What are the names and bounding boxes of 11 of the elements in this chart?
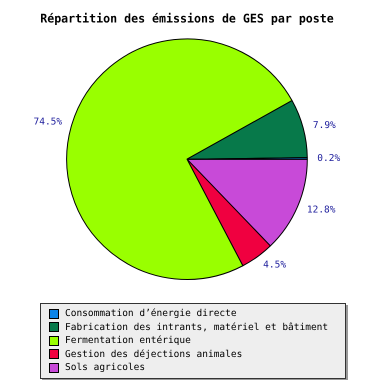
data-label: 4.5%	[263, 259, 286, 270]
legend-label: Consommation d’énergie directe	[65, 308, 237, 320]
data-label: 0.2%	[317, 152, 340, 164]
data-label: 74.5%	[34, 116, 62, 128]
legend-label: Sols agricoles	[65, 362, 146, 374]
legend-label: Fermentation entérique	[65, 335, 191, 346]
chart-title: Répartition des émissions de GES par poste	[40, 11, 334, 26]
legend-label: Fabrication des intrants, matériel et bâtiment	[65, 322, 328, 333]
data-label: 12.8%	[306, 204, 336, 216]
data-label: 7.9%	[312, 120, 336, 132]
legend-label: Gestion des déjections animales	[65, 348, 242, 360]
